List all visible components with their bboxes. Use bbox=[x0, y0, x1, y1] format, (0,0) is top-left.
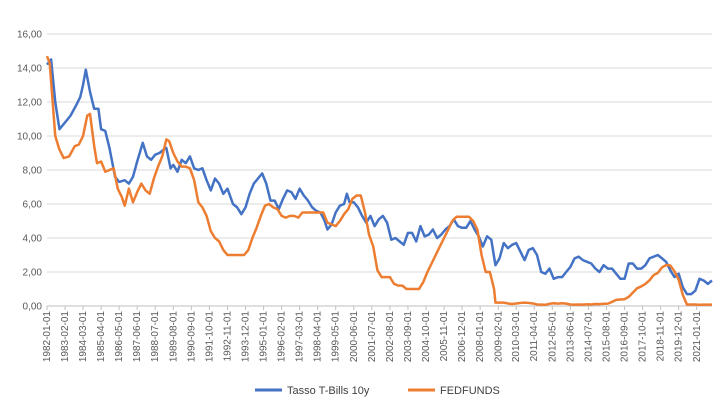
x-tick-label: 2018-11-01 bbox=[656, 311, 667, 362]
x-tick-label: 2014-07-01 bbox=[583, 311, 594, 363]
legend-label-tasso-tbills: Tasso T-Bills 10y bbox=[287, 385, 370, 397]
x-tick-label: 1984-03-01 bbox=[78, 311, 89, 363]
x-tick-label: 1991-10-01 bbox=[204, 311, 215, 363]
series-line-fedfunds bbox=[45, 55, 712, 307]
x-tick-label: 1987-06-01 bbox=[132, 311, 143, 363]
x-tick-label: 1985-04-01 bbox=[96, 311, 107, 363]
y-tick-label: 8,00 bbox=[23, 166, 43, 177]
series-line-tasso-tbills bbox=[46, 58, 713, 296]
y-tick-label: 2,00 bbox=[23, 268, 43, 279]
x-tick-label: 1998-04-01 bbox=[313, 311, 324, 363]
x-tick-label: 1982-01-01 bbox=[42, 311, 53, 363]
x-tick-label: 1999-05-01 bbox=[331, 311, 342, 363]
series-lines bbox=[45, 55, 713, 307]
y-tick-label: 16,00 bbox=[17, 30, 42, 41]
x-tick-label: 2011-04-01 bbox=[529, 311, 540, 362]
y-tick-label: 10,00 bbox=[17, 132, 42, 143]
x-tick-label: 2005-11-01 bbox=[439, 311, 450, 362]
x-tick-label: 2001-07-01 bbox=[367, 311, 378, 363]
x-tick-label: 1988-07-01 bbox=[150, 311, 161, 363]
x-tick-label: 2012-05-01 bbox=[547, 311, 558, 363]
x-tick-label: 2016-09-01 bbox=[620, 311, 631, 363]
y-tick-label: 6,00 bbox=[23, 200, 43, 211]
x-tick-label: 2009-02-01 bbox=[493, 311, 504, 363]
x-tick-label: 2021-01-01 bbox=[692, 311, 703, 363]
x-tick-label: 1993-12-01 bbox=[241, 311, 252, 363]
y-tick-label: 0,00 bbox=[23, 302, 43, 313]
x-tick-label: 1989-08-01 bbox=[168, 311, 179, 363]
y-axis-tick-labels: 0,00 2,00 4,00 6,00 8,00 10,00 12,00 14,00 16,00 bbox=[17, 30, 42, 313]
x-tick-label: 2002-08-01 bbox=[385, 311, 396, 363]
x-tick-label: 1990-09-01 bbox=[186, 311, 197, 363]
y-tick-label: 4,00 bbox=[23, 234, 43, 245]
legend-label-fedfunds: FEDFUNDS bbox=[440, 385, 500, 397]
x-tick-label: 1997-03-01 bbox=[295, 311, 306, 363]
x-tick-label: 2004-10-01 bbox=[421, 311, 432, 363]
x-tick-label: 2000-06-01 bbox=[349, 311, 360, 363]
x-tick-label: 2015-08-01 bbox=[601, 311, 612, 363]
x-tick-label: 1996-02-01 bbox=[277, 311, 288, 363]
x-tick-label: 2019-12-01 bbox=[674, 311, 685, 363]
x-tick-label: 1992-11-01 bbox=[222, 311, 233, 362]
y-tick-label: 14,00 bbox=[17, 64, 42, 75]
x-tick-label: 2010-03-01 bbox=[511, 311, 522, 363]
x-tick-label: 2017-10-01 bbox=[638, 311, 649, 363]
x-tick-label: 1983-02-01 bbox=[60, 311, 71, 363]
x-tick-label: 2006-12-01 bbox=[457, 311, 468, 363]
y-tick-label: 12,00 bbox=[17, 98, 42, 109]
x-tick-label: 1995-01-01 bbox=[259, 311, 270, 363]
x-tick-label: 2003-09-01 bbox=[403, 311, 414, 363]
x-axis: 1982-01-01 1983-02-01 1984-03-01 1985-04-01… bbox=[42, 305, 712, 363]
x-tick-label: 2008-01-01 bbox=[475, 311, 486, 363]
x-tick-label: 2013-06-01 bbox=[565, 311, 576, 363]
x-tick-label: 1986-05-01 bbox=[114, 311, 125, 363]
legend: Tasso T-Bills 10y FEDFUNDS bbox=[255, 385, 500, 397]
